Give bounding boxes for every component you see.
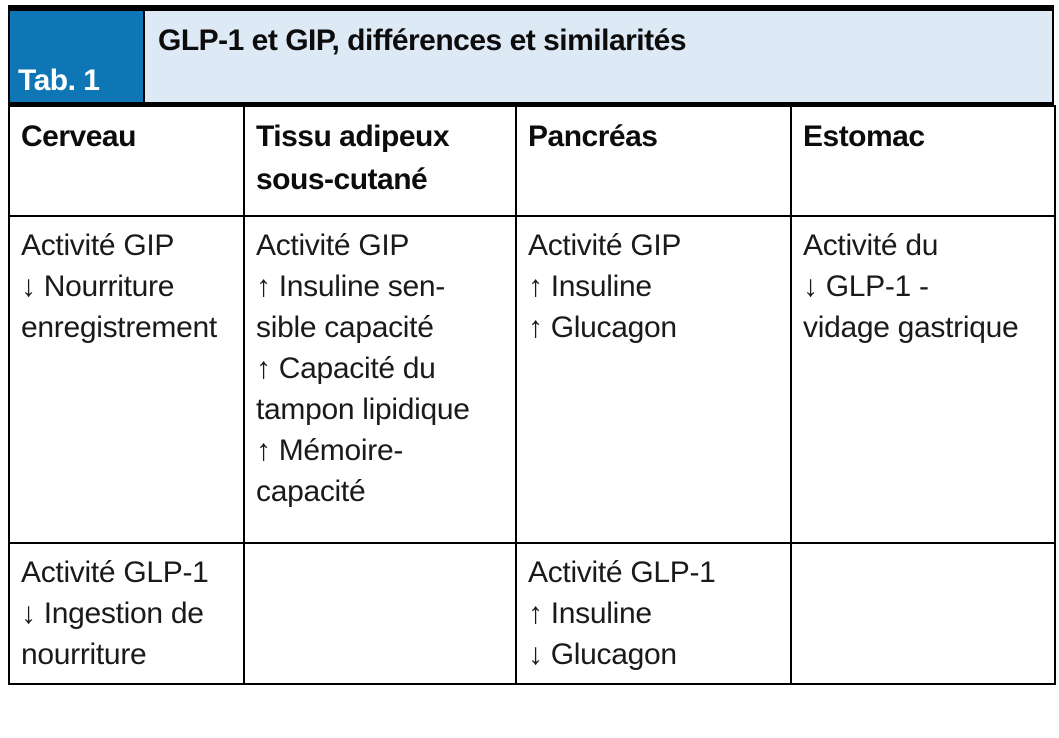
cell-cerveau-glp1: Activité GLP-1 ↓ Ingestion de nourriture <box>8 542 245 685</box>
table-header-band: Tab. 1 GLP-1 et GIP, différences et simi… <box>8 11 1054 105</box>
column-header-pancreas: Pancréas <box>515 105 792 217</box>
table-frame: Tab. 1 GLP-1 et GIP, différences et simi… <box>8 5 1056 685</box>
cell-tissu-adipeux-gip: Activité GIP ↑ Insuline sen-sible capacit… <box>243 215 517 544</box>
table-row-glp1-activity: Activité GLP-1 ↓ Ingestion de nourriture A… <box>8 542 1056 685</box>
column-header-estomac: Estomac <box>790 105 1056 217</box>
column-header-tissu-adipeux: Tissu adipeux sous-cutané <box>243 105 517 217</box>
table-title: GLP-1 et GIP, différences et similarités <box>158 24 687 57</box>
table-row-gip-activity: Activité GIP ↓ Nourriture enregistrement A… <box>8 215 1056 544</box>
cell-pancreas-glp1: Activité GLP-1 ↑ Insuline ↓ Glucagon <box>515 542 792 685</box>
data-table: Cerveau Tissu adipeux sous-cutané Pancréa… <box>8 105 1056 685</box>
top-rule <box>8 5 1054 11</box>
cell-pancreas-gip: Activité GIP ↑ Insuline ↑ Glucagon <box>515 215 792 544</box>
table-number-label: Tab. 1 <box>18 64 100 97</box>
header-row: Cerveau Tissu adipeux sous-cutané Pancréa… <box>8 105 1056 217</box>
cell-estomac-glp1: Activité du ↓ GLP-1 - vidage gastrique <box>790 215 1056 544</box>
cell-cerveau-gip: Activité GIP ↓ Nourriture enregistrement <box>8 215 245 544</box>
cell-estomac-empty <box>790 542 1056 685</box>
cell-tissu-adipeux-empty <box>243 542 517 685</box>
table-number-box: Tab. 1 <box>10 11 143 102</box>
table-title-banner: GLP-1 et GIP, différences et similarités <box>143 11 1052 102</box>
column-header-cerveau: Cerveau <box>8 105 245 217</box>
